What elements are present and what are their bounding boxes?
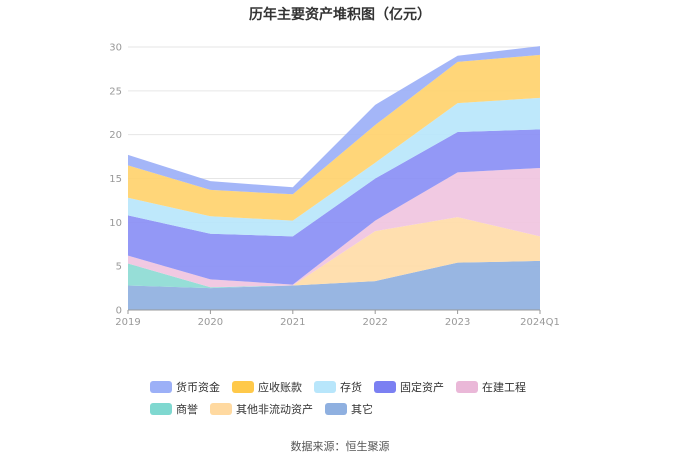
legend-label: 其他非流动资产 [236, 403, 313, 416]
legend-swatch [150, 381, 172, 393]
area-series-6 [128, 54, 540, 221]
area-series-0 [128, 260, 540, 310]
area-series-2 [128, 217, 540, 289]
y-tick-label: 10 [109, 218, 122, 229]
x-tick-label: 2023 [445, 317, 470, 328]
legend-swatch [150, 403, 172, 415]
legend-label: 固定资产 [400, 381, 444, 394]
x-tick-label: 2022 [362, 317, 387, 328]
y-tick-label: 15 [109, 174, 122, 185]
legend-swatch [232, 381, 254, 393]
y-tick-label: 0 [116, 306, 122, 317]
legend-label: 在建工程 [482, 381, 526, 394]
legend-swatch [314, 381, 336, 393]
legend: 货币资金 应收账款 存货 固定资产 在建工程商誉 其他非流动资产 其它 [150, 378, 570, 422]
legend-item[interactable]: 其他非流动资产 [210, 402, 313, 416]
y-tick-label: 25 [109, 86, 122, 97]
legend-label: 商誉 [176, 403, 198, 416]
legend-swatch [325, 403, 347, 415]
y-tick-label: 5 [116, 262, 122, 273]
legend-label: 存货 [340, 381, 362, 394]
chart-title: 历年主要资产堆积图（亿元） [249, 7, 431, 23]
legend-label: 应收账款 [258, 381, 302, 394]
data-source: 数据来源：恒生聚源 [290, 440, 390, 453]
legend-swatch [456, 381, 478, 393]
legend-label: 其它 [351, 403, 373, 416]
legend-item[interactable]: 固定资产 [374, 380, 444, 394]
area-series-5 [128, 97, 540, 237]
legend-item[interactable]: 其它 [325, 402, 373, 416]
area-series-1 [128, 217, 540, 289]
legend-item[interactable]: 在建工程 [456, 380, 526, 394]
y-tick-label: 20 [109, 130, 122, 141]
area-series-3 [128, 167, 540, 288]
stacked-area-chart: 0 5 10 15 20 25 30 2019 2020 2021 2022 2023 2024Q1 [109, 43, 560, 329]
legend-item[interactable]: 存货 [314, 380, 362, 394]
x-tick-label: 2021 [280, 317, 305, 328]
area-series-4 [128, 129, 540, 285]
x-tick-label: 2019 [115, 317, 140, 328]
legend-item[interactable]: 应收账款 [232, 380, 302, 394]
y-tick-label: 30 [109, 43, 122, 54]
x-tick-label: 2024Q1 [520, 317, 560, 328]
legend-swatch [210, 403, 232, 415]
x-tick-label: 2020 [198, 317, 223, 328]
legend-swatch [374, 381, 396, 393]
legend-label: 货币资金 [176, 381, 220, 394]
legend-item[interactable]: 商誉 [150, 402, 198, 416]
legend-item[interactable]: 货币资金 [150, 380, 220, 394]
